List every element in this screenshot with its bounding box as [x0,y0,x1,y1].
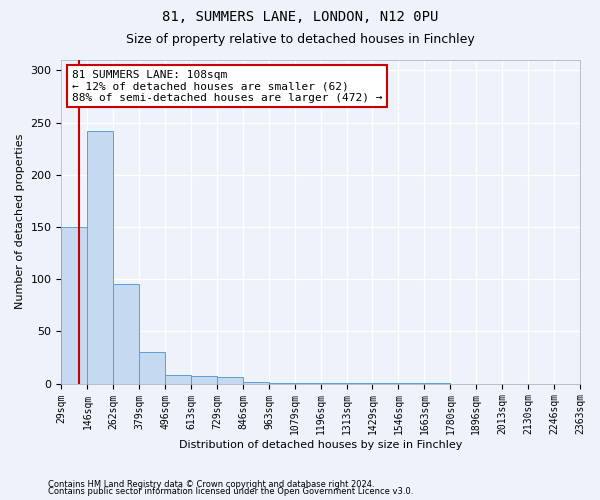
Bar [88,131,113,384]
Bar [398,382,424,384]
Bar [269,382,295,384]
Bar [191,376,217,384]
Text: Size of property relative to detached houses in Finchley: Size of property relative to detached ho… [125,32,475,46]
Bar [217,378,243,384]
Text: 81, SUMMERS LANE, LONDON, N12 0PU: 81, SUMMERS LANE, LONDON, N12 0PU [162,10,438,24]
Bar [61,227,88,384]
Bar [373,382,398,384]
Bar [295,382,321,384]
Y-axis label: Number of detached properties: Number of detached properties [15,134,25,310]
Bar [139,352,165,384]
Bar [165,375,191,384]
X-axis label: Distribution of detached houses by size in Finchley: Distribution of detached houses by size … [179,440,463,450]
Text: Contains HM Land Registry data © Crown copyright and database right 2024.: Contains HM Land Registry data © Crown c… [48,480,374,489]
Bar [113,284,139,384]
Bar [424,382,451,384]
Bar [243,382,269,384]
Text: Contains public sector information licensed under the Open Government Licence v3: Contains public sector information licen… [48,487,413,496]
Text: 81 SUMMERS LANE: 108sqm
← 12% of detached houses are smaller (62)
88% of semi-de: 81 SUMMERS LANE: 108sqm ← 12% of detache… [72,70,382,103]
Bar [347,382,373,384]
Bar [321,382,347,384]
